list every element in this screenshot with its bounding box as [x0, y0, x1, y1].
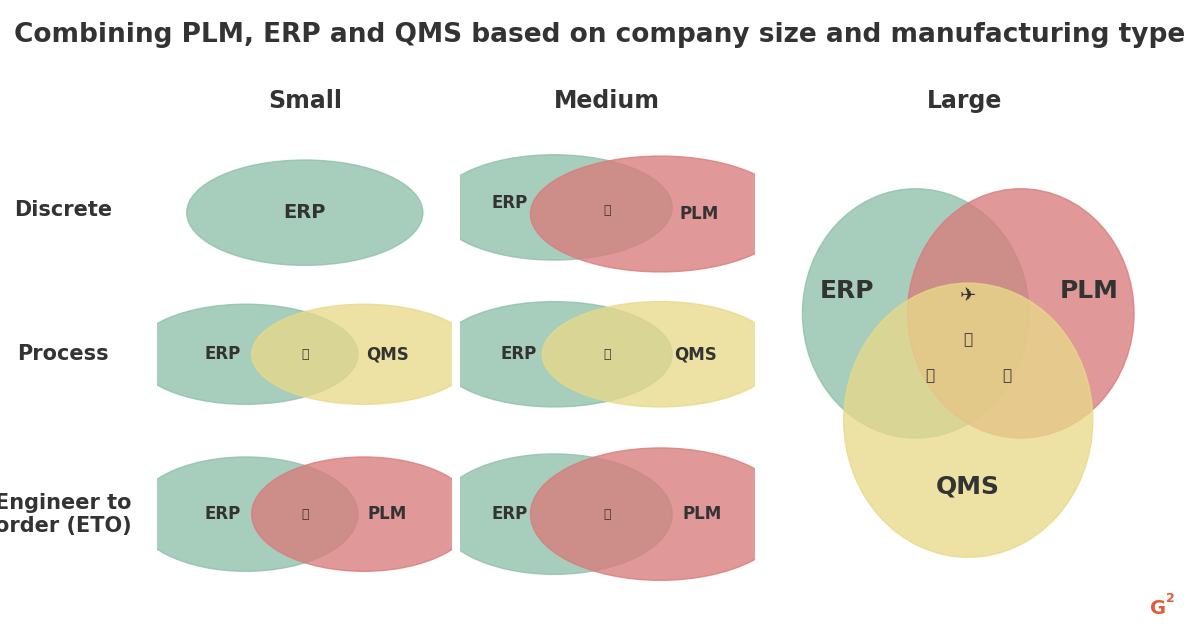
Circle shape: [907, 189, 1134, 438]
Text: 💡: 💡: [604, 204, 611, 216]
Text: 💳: 💳: [925, 368, 935, 383]
Text: ERP: ERP: [492, 194, 528, 213]
Text: G: G: [1150, 599, 1166, 618]
Circle shape: [844, 283, 1093, 557]
Circle shape: [436, 302, 672, 407]
Text: ERP: ERP: [492, 505, 528, 523]
Circle shape: [187, 160, 422, 265]
Text: 💡: 💡: [964, 332, 973, 347]
Text: QMS: QMS: [674, 345, 718, 363]
Text: PLM: PLM: [682, 505, 721, 523]
Circle shape: [133, 304, 358, 404]
Text: ERP: ERP: [500, 345, 536, 363]
Text: ERP: ERP: [820, 279, 874, 303]
Circle shape: [133, 457, 358, 571]
Text: 💡: 💡: [301, 348, 308, 361]
Circle shape: [542, 302, 779, 407]
Circle shape: [436, 454, 672, 574]
Circle shape: [530, 156, 791, 272]
Text: 💡: 💡: [604, 508, 611, 520]
Text: Engineer to
order (ETO): Engineer to order (ETO): [0, 493, 131, 535]
Text: 💡: 💡: [604, 348, 611, 361]
Text: 💡: 💡: [301, 508, 308, 520]
Text: ERP: ERP: [204, 505, 240, 523]
Text: 🏭: 🏭: [1002, 368, 1012, 383]
Circle shape: [803, 189, 1028, 438]
Text: ERP: ERP: [204, 345, 240, 363]
Text: Small: Small: [268, 89, 342, 113]
Text: Large: Large: [926, 89, 1002, 113]
Text: QMS: QMS: [936, 475, 1001, 499]
Text: Process: Process: [17, 344, 109, 364]
Text: PLM: PLM: [679, 205, 719, 223]
Text: Medium: Medium: [554, 89, 660, 113]
Text: ERP: ERP: [283, 203, 326, 222]
Text: PLM: PLM: [368, 505, 407, 523]
Text: 2: 2: [1165, 593, 1175, 605]
Text: PLM: PLM: [1060, 279, 1120, 303]
Text: QMS: QMS: [366, 345, 409, 363]
Text: Combining PLM, ERP and QMS based on company size and manufacturing type: Combining PLM, ERP and QMS based on comp…: [14, 22, 1186, 48]
Text: Discrete: Discrete: [14, 200, 112, 220]
Circle shape: [530, 448, 791, 581]
Circle shape: [252, 304, 476, 404]
Circle shape: [436, 155, 672, 260]
Circle shape: [252, 457, 476, 571]
Text: ✈: ✈: [960, 286, 977, 305]
